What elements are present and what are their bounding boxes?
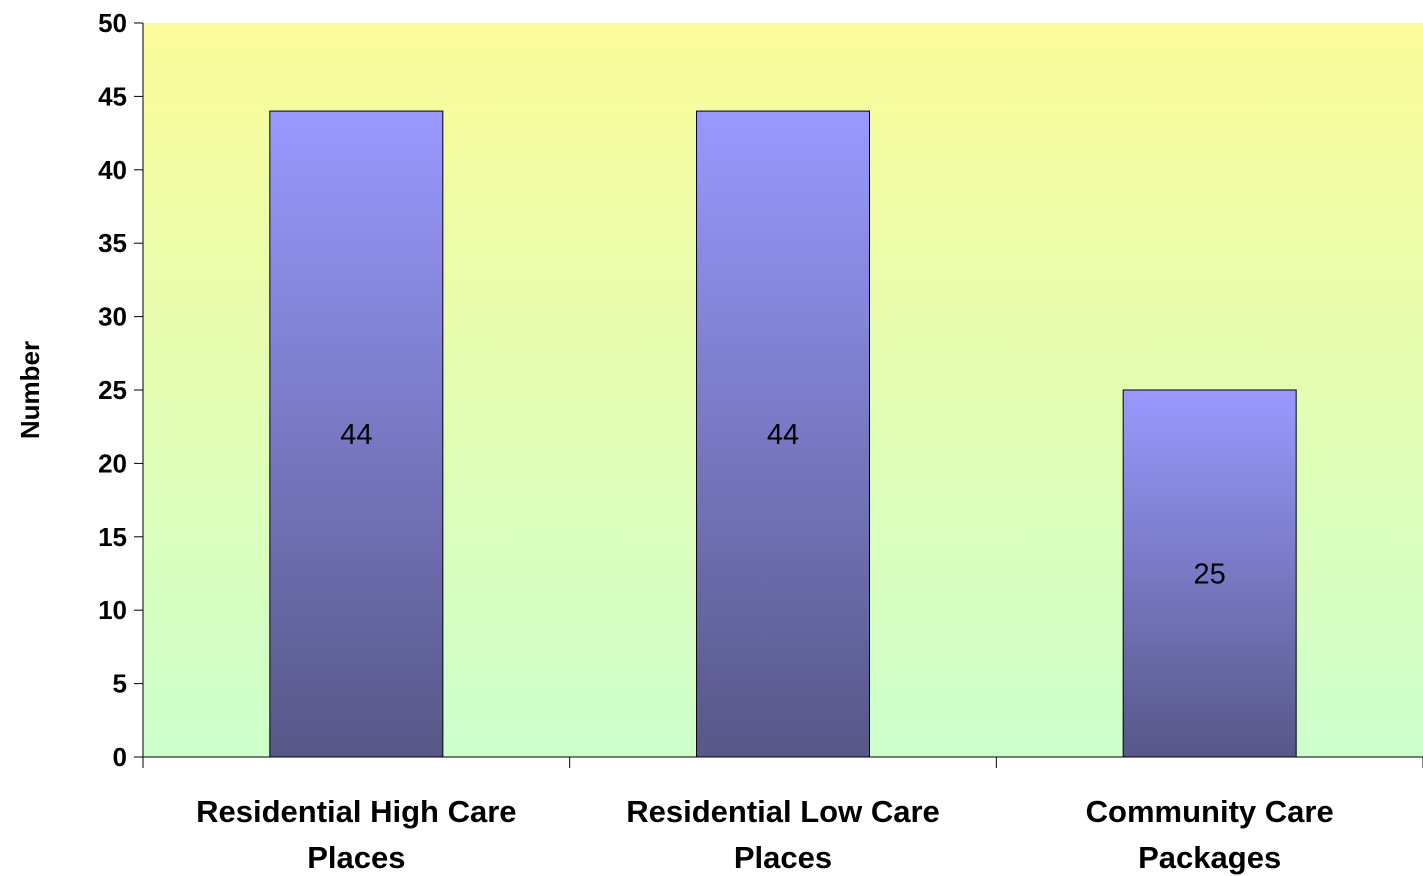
bar-3 <box>1122 389 1297 758</box>
y-tick-label-15: 15 <box>98 522 127 552</box>
y-tick-label-0: 0 <box>113 742 127 772</box>
y-tick-label-35: 35 <box>98 228 127 258</box>
labels: 44 Residential High Care Places 44 Residenti… <box>98 8 1334 875</box>
data-label-1: 44 <box>340 419 372 451</box>
x-tick-label-1-line-1: Residential High Care <box>196 794 516 829</box>
bar-1 <box>269 110 444 758</box>
y-tick-label-25: 25 <box>98 375 127 405</box>
axes <box>134 22 1423 768</box>
y-tick-label-10: 10 <box>98 595 127 625</box>
x-tick-label-2-line-1: Residential Low Care <box>626 794 940 829</box>
data-label-3: 25 <box>1194 559 1226 591</box>
y-tick-label-45: 45 <box>98 81 127 111</box>
x-tick-label-3-line-1: Community Care <box>1086 794 1334 829</box>
y-tick-label-20: 20 <box>98 448 127 478</box>
data-label-2: 44 <box>767 419 799 451</box>
x-tick-label-2-line-2: Places <box>734 840 832 875</box>
y-tick-label-40: 40 <box>98 155 127 185</box>
bars <box>269 110 1297 758</box>
y-tick-label-5: 5 <box>113 669 127 699</box>
bar-2 <box>696 110 870 758</box>
y-tick-label-30: 30 <box>98 302 127 332</box>
y-tick-label-50: 50 <box>98 8 127 38</box>
x-tick-label-3-line-2: Packages <box>1138 840 1281 875</box>
x-tick-label-1-line-2: Places <box>307 840 405 875</box>
y-axis-title: Number <box>15 341 45 439</box>
